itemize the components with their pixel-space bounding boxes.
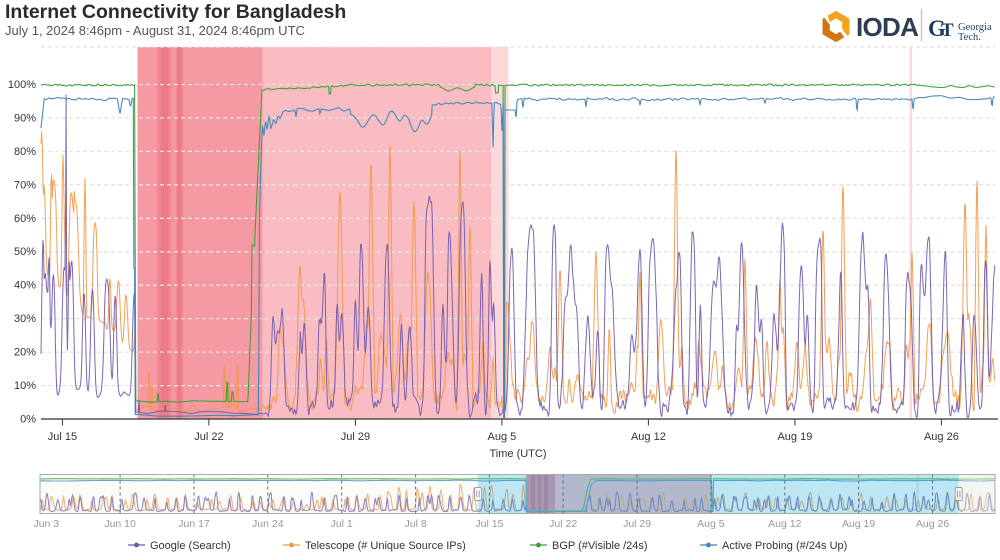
svg-text:Aug 19: Aug 19 — [777, 431, 812, 443]
svg-text:70%: 70% — [14, 179, 36, 191]
svg-text:20%: 20% — [14, 347, 36, 359]
svg-text:80%: 80% — [14, 146, 36, 158]
svg-text:IODA: IODA — [856, 12, 919, 42]
svg-text:Aug 26: Aug 26 — [924, 431, 959, 443]
svg-text:Aug 26: Aug 26 — [916, 518, 949, 530]
svg-text:Aug 5: Aug 5 — [697, 518, 725, 530]
svg-text:Jun 10: Jun 10 — [104, 518, 136, 530]
svg-text:Jul 15: Jul 15 — [475, 518, 503, 530]
svg-text:Jul 29: Jul 29 — [341, 431, 370, 443]
svg-text:Aug 19: Aug 19 — [842, 518, 875, 530]
svg-text:40%: 40% — [14, 280, 36, 292]
svg-text:Active Probing (#/24s Up): Active Probing (#/24s Up) — [722, 540, 847, 552]
svg-text:T: T — [941, 20, 954, 41]
svg-text:60%: 60% — [14, 213, 36, 225]
svg-text:G: G — [928, 16, 946, 41]
svg-text:Jul 8: Jul 8 — [405, 518, 427, 530]
svg-text:Tech.: Tech. — [958, 32, 981, 43]
svg-text:Jul 29: Jul 29 — [623, 518, 651, 530]
svg-text:Jun 3: Jun 3 — [33, 518, 59, 530]
svg-text:90%: 90% — [14, 112, 36, 124]
svg-text:Aug 12: Aug 12 — [631, 431, 666, 443]
svg-text:Jul 15: Jul 15 — [48, 431, 77, 443]
svg-text:Jun 17: Jun 17 — [178, 518, 210, 530]
svg-text:Telescope (# Unique Source IPs: Telescope (# Unique Source IPs) — [305, 540, 466, 552]
svg-text:Jul 1: Jul 1 — [331, 518, 353, 530]
svg-text:10%: 10% — [14, 380, 36, 392]
svg-text:Jun 24: Jun 24 — [252, 518, 284, 530]
svg-text:Aug 12: Aug 12 — [768, 518, 801, 530]
svg-text:Jul 22: Jul 22 — [549, 518, 577, 530]
svg-text:30%: 30% — [14, 313, 36, 325]
svg-text:BGP (#Visible /24s): BGP (#Visible /24s) — [552, 540, 648, 552]
svg-text:0%: 0% — [20, 414, 36, 426]
svg-text:Jul 22: Jul 22 — [194, 431, 223, 443]
svg-text:Time (UTC): Time (UTC) — [489, 448, 546, 460]
svg-text:Aug 5: Aug 5 — [488, 431, 517, 443]
svg-text:Georgia: Georgia — [958, 22, 992, 33]
svg-text:Google (Search): Google (Search) — [150, 540, 231, 552]
svg-text:100%: 100% — [8, 79, 36, 91]
svg-text:50%: 50% — [14, 246, 36, 258]
